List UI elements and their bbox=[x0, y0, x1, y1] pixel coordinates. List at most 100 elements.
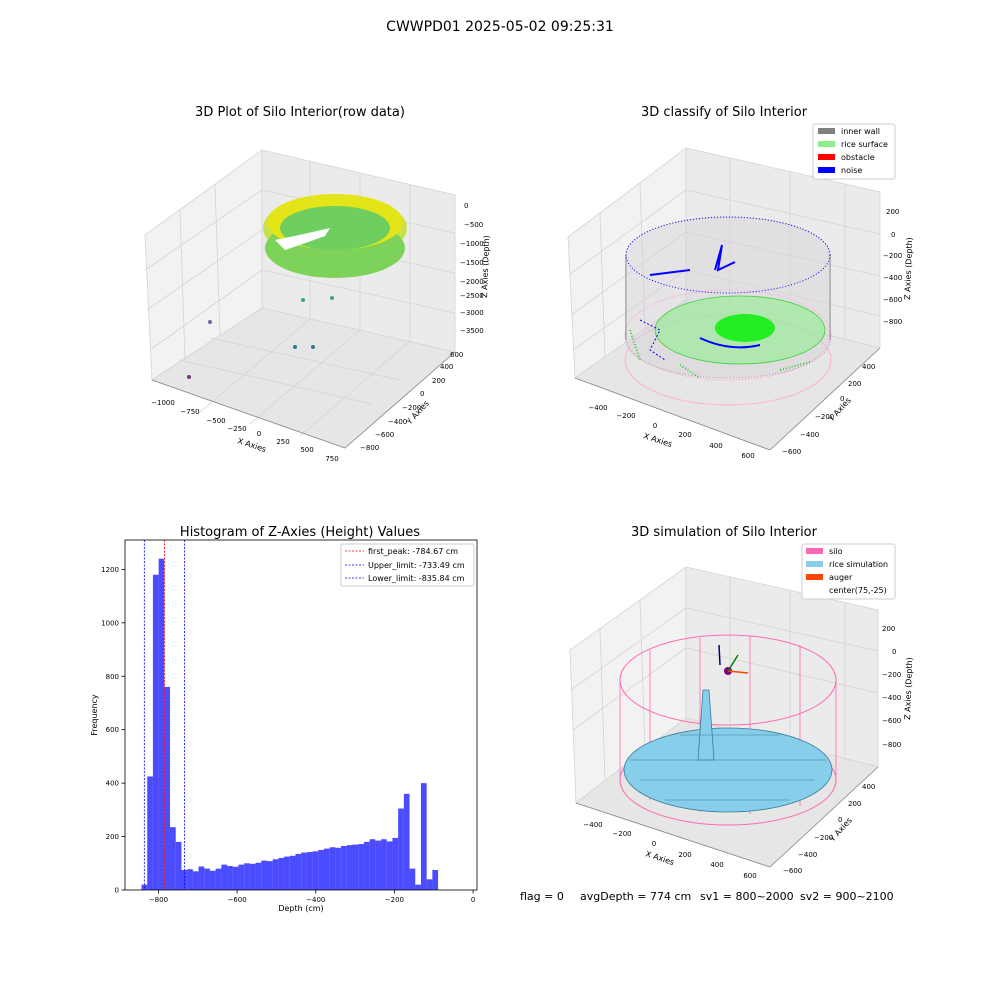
raw-3d-z-tick: −1500 bbox=[460, 259, 484, 267]
figure-title: CWWPD01 2025-05-02 09:25:31 bbox=[386, 19, 614, 35]
classify-3d-points bbox=[624, 216, 832, 406]
raw-3d-y-tick: −200 bbox=[402, 404, 421, 412]
classify-3d-x-tick: −400 bbox=[588, 404, 607, 412]
raw-3d-z-tick: −2000 bbox=[460, 278, 484, 286]
histogram-bar bbox=[164, 686, 171, 890]
simulation-3d-grid bbox=[685, 647, 879, 694]
histogram-bar bbox=[346, 845, 353, 890]
classify-3d-x-label: X Axies bbox=[642, 431, 673, 449]
histogram-bar bbox=[295, 853, 302, 890]
histogram-bar bbox=[255, 862, 262, 890]
classify-3d-x-tick: 0 bbox=[653, 422, 657, 430]
raw-3d-x-tick: −750 bbox=[180, 408, 199, 416]
histogram-bar bbox=[375, 840, 382, 890]
classify-3d-legend-label: inner wall bbox=[841, 127, 880, 136]
histogram-bar bbox=[306, 852, 313, 890]
simulation-3d-legend-label: auger bbox=[829, 573, 853, 582]
raw-3d-z-ticks: 0 −500 −1000 −1500 −2000 −2500 −3000 −35… bbox=[460, 202, 484, 335]
histogram-bar bbox=[335, 847, 342, 890]
histogram-bar bbox=[187, 869, 193, 890]
classify-3d-y-tick: 0 bbox=[840, 395, 844, 403]
histogram-bar bbox=[369, 839, 376, 890]
simulation-3d-z-ticks: 200 0 −200 −400 −600 −800 bbox=[882, 625, 901, 749]
classify-3d-y-tick: −600 bbox=[782, 448, 801, 456]
histogram-x-ticks: −800 −600 −400 −200 0 bbox=[149, 890, 475, 904]
raw-3d-x-tick: 250 bbox=[276, 438, 289, 446]
raw-3d-z-tick: −3500 bbox=[460, 327, 484, 335]
classify-3d-grid bbox=[685, 231, 881, 277]
simulation-3d-x-tick: 600 bbox=[743, 872, 756, 880]
footer-avg-depth: avgDepth = 774 cm bbox=[580, 890, 691, 903]
simulation-3d-legend-label: rice simulation bbox=[829, 560, 888, 569]
simulation-3d-x-tick: −200 bbox=[612, 830, 631, 838]
histogram-bar bbox=[312, 851, 319, 890]
simulation-3d-rice-surface bbox=[623, 727, 833, 813]
footer-sv1: sv1 = 800~2000 bbox=[700, 890, 794, 903]
raw-3d-grid bbox=[146, 229, 263, 311]
raw-3d-points bbox=[187, 194, 407, 379]
simulation-3d-grid bbox=[570, 607, 687, 691]
simulation-3d-grid bbox=[639, 599, 646, 751]
classify-3d-x-tick: 200 bbox=[678, 431, 691, 439]
raw-3d-y-tick: 200 bbox=[432, 377, 445, 385]
simulation-3d-x-tick: −400 bbox=[583, 821, 602, 829]
histogram-legend-label: Lower_limit: -835.84 cm bbox=[368, 574, 465, 583]
histogram-bar bbox=[289, 855, 296, 890]
raw-3d-x-tick: 0 bbox=[257, 430, 261, 438]
histogram-y-tick: 800 bbox=[106, 673, 119, 681]
footer-status: flag = 0 avgDepth = 774 cm sv1 = 800~200… bbox=[520, 890, 894, 903]
raw-3d-z-tick: −1000 bbox=[460, 240, 484, 248]
simulation-3d-y-tick: 0 bbox=[838, 816, 842, 824]
simulation-3d-x-label: X Axies bbox=[644, 849, 675, 867]
raw-3d-y-tick: 400 bbox=[440, 363, 453, 371]
histogram-bar bbox=[432, 869, 439, 890]
classify-3d-y-tick: −400 bbox=[800, 431, 819, 439]
histogram-x-tick: 0 bbox=[471, 896, 475, 904]
raw-3d-outlier bbox=[187, 375, 191, 379]
classify-3d-z-tick: −400 bbox=[883, 274, 902, 282]
classify-3d-noise bbox=[649, 244, 761, 349]
classify-3d-grid bbox=[639, 182, 646, 331]
raw-3d-y-tick: 0 bbox=[420, 390, 424, 398]
raw-3d-x-tick: −500 bbox=[206, 417, 225, 425]
classify-3d-legend-label: obstacle bbox=[841, 153, 875, 162]
histogram-bar bbox=[278, 857, 285, 890]
classify-3d-wall-top bbox=[625, 216, 831, 294]
classify-3d-y-tick: 400 bbox=[862, 363, 875, 371]
raw-3d-grid bbox=[261, 269, 456, 314]
simulation-3d-legend: silo rice simulation auger center(75,-25… bbox=[801, 543, 896, 600]
histogram-bar bbox=[147, 776, 153, 890]
simulation-3d-y-tick: 400 bbox=[862, 783, 875, 791]
histogram-legend-frame bbox=[340, 543, 475, 587]
histogram-bar bbox=[341, 845, 347, 890]
classify-3d-legend-label: rice surface bbox=[841, 140, 888, 149]
classify-3d-legend-swatch bbox=[818, 128, 835, 134]
simulation-3d-y-tick: −200 bbox=[814, 834, 833, 842]
histogram-bar bbox=[215, 868, 222, 890]
histogram-bar bbox=[352, 844, 359, 890]
classify-3d-x-ticks: −400 −200 0 200 400 600 bbox=[588, 404, 754, 460]
classify-3d-legend: inner wall rice surface obstacle noise bbox=[812, 123, 896, 180]
classify-3d-z-tick: 200 bbox=[886, 208, 899, 216]
histogram-y-ticks: 0 200 400 600 800 1000 1200 bbox=[101, 566, 125, 895]
histogram-bar bbox=[381, 839, 387, 890]
footer-sv2: sv2 = 900~2100 bbox=[800, 890, 894, 903]
simulation-3d-y-tick: 200 bbox=[848, 800, 861, 808]
histogram-bar bbox=[204, 868, 210, 890]
histogram-bar bbox=[249, 863, 256, 890]
classify-3d-grid bbox=[685, 189, 881, 235]
histogram-x-tick: −400 bbox=[306, 896, 325, 904]
classify-3d-y-tick: −200 bbox=[815, 413, 834, 421]
simulation-3d-auger-axis bbox=[718, 644, 721, 666]
classify-3d-rice-surface bbox=[629, 329, 811, 379]
histogram-bar bbox=[386, 841, 393, 890]
classify-3d-silo-mid bbox=[624, 289, 832, 381]
simulation-3d-z-tick: 200 bbox=[882, 625, 895, 633]
histogram-bar bbox=[318, 849, 325, 890]
simulation-3d-z-tick: −200 bbox=[882, 671, 901, 679]
simulation-3d-grid bbox=[685, 607, 879, 652]
classify-3d-z-label: Z Axies (Depth) bbox=[903, 237, 914, 300]
histogram-y-tick: 0 bbox=[115, 887, 119, 895]
histogram-bar bbox=[398, 808, 404, 890]
histogram-x-tick: −600 bbox=[227, 896, 246, 904]
